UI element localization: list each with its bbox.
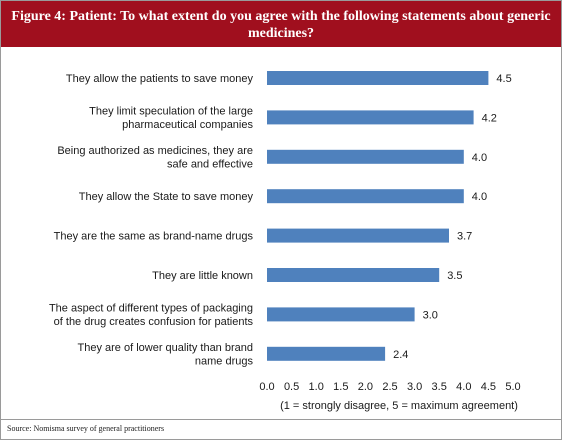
- bar: [267, 268, 440, 282]
- bar: [267, 71, 489, 85]
- x-tick-label: 0.5: [284, 381, 299, 393]
- bar: [267, 149, 464, 164]
- category-label: The aspect of different types of packagi…: [49, 303, 254, 329]
- x-tick-label: 3.0: [407, 381, 422, 393]
- value-label: 3.7: [457, 231, 472, 243]
- x-axis-label: (1 = strongly disagree, 5 = maximum agre…: [280, 400, 518, 412]
- figure-header: Figure 4: Patient: To what extent do you…: [1, 1, 561, 47]
- bar: [267, 228, 449, 243]
- value-label: 2.4: [393, 349, 408, 361]
- source-note: Source: Nomisma survey of general practi…: [7, 424, 165, 433]
- bar: [267, 189, 464, 204]
- x-tick-label: 4.0: [456, 381, 471, 393]
- x-tick-label: 1.0: [309, 381, 324, 393]
- category-label: They allow the patients to save money: [66, 73, 254, 85]
- category-label: They are little known: [152, 270, 253, 282]
- category-label: They are of lower quality than brand name…: [78, 342, 254, 368]
- x-tick-label: 4.5: [481, 381, 496, 393]
- value-label: 4.0: [472, 191, 487, 203]
- source-divider: [1, 419, 561, 420]
- value-label: 4.2: [482, 112, 497, 124]
- value-label: 3.0: [423, 309, 438, 321]
- x-tick-label: 5.0: [505, 381, 520, 393]
- x-tick-label: 2.0: [358, 381, 373, 393]
- bar: [267, 307, 415, 322]
- category-label: Being authorized as medicines, they are s…: [57, 145, 253, 171]
- figure-title: Figure 4: Patient: To what extent do you…: [11, 9, 551, 41]
- value-label: 4.0: [472, 152, 487, 164]
- x-tick-label: 1.5: [333, 381, 348, 393]
- value-label: 4.5: [496, 73, 511, 85]
- bar: [267, 346, 386, 361]
- bar: [267, 110, 474, 125]
- bar-chart: 4.5 They allow the patients to save money…: [49, 71, 521, 412]
- category-label: They allow the State to save money: [79, 191, 254, 203]
- x-tick-label: 2.5: [382, 381, 397, 393]
- value-label: 3.5: [447, 270, 462, 282]
- category-label: They limit speculation of the large pharm…: [89, 106, 253, 132]
- x-tick-label: 3.5: [432, 381, 447, 393]
- x-tick-label: 0.0: [259, 381, 274, 393]
- category-label: They are the same as brand-name drugs: [54, 231, 254, 243]
